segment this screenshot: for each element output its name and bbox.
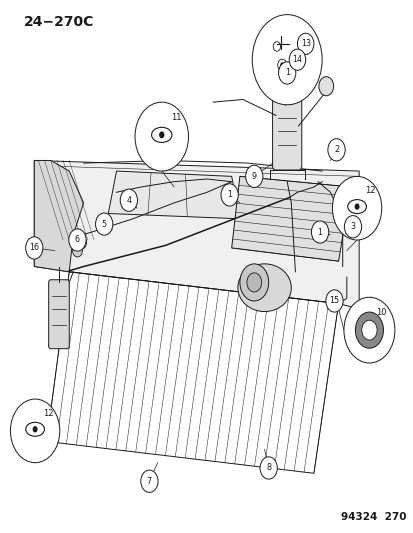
Polygon shape — [34, 160, 358, 309]
Text: 24−270C: 24−270C — [24, 14, 94, 29]
Circle shape — [354, 312, 382, 348]
Text: 4: 4 — [126, 196, 131, 205]
Circle shape — [95, 213, 113, 235]
Circle shape — [10, 399, 59, 463]
Circle shape — [354, 204, 359, 210]
Polygon shape — [108, 171, 239, 219]
Text: 6: 6 — [75, 236, 80, 245]
Text: 7: 7 — [147, 477, 152, 486]
Text: 9: 9 — [251, 172, 256, 181]
Circle shape — [33, 426, 38, 432]
Text: 12: 12 — [43, 409, 54, 418]
Circle shape — [332, 176, 381, 240]
Circle shape — [318, 77, 333, 96]
Text: 16: 16 — [29, 244, 39, 253]
Text: 11: 11 — [171, 113, 181, 122]
Circle shape — [259, 457, 277, 479]
Circle shape — [120, 189, 137, 212]
Circle shape — [327, 139, 344, 161]
Text: 1: 1 — [284, 68, 289, 77]
Ellipse shape — [237, 264, 291, 312]
Text: 94324  270: 94324 270 — [340, 512, 406, 522]
Circle shape — [343, 297, 394, 363]
Text: 13: 13 — [300, 39, 310, 49]
Circle shape — [289, 49, 305, 70]
Text: 5: 5 — [101, 220, 107, 229]
Circle shape — [221, 184, 237, 206]
FancyBboxPatch shape — [49, 280, 69, 349]
Circle shape — [278, 62, 295, 84]
FancyBboxPatch shape — [272, 93, 301, 170]
Circle shape — [76, 236, 86, 249]
Circle shape — [135, 102, 188, 171]
Text: 1: 1 — [227, 190, 232, 199]
Circle shape — [26, 237, 43, 259]
Circle shape — [72, 244, 82, 257]
Circle shape — [246, 273, 261, 292]
Text: 10: 10 — [375, 308, 385, 317]
Circle shape — [140, 470, 158, 492]
Circle shape — [297, 33, 313, 54]
Circle shape — [311, 221, 328, 243]
Circle shape — [69, 229, 86, 251]
Text: 2: 2 — [333, 146, 338, 155]
Text: 8: 8 — [266, 464, 271, 472]
Polygon shape — [34, 160, 83, 272]
Text: 15: 15 — [329, 296, 339, 305]
Text: 3: 3 — [350, 222, 355, 231]
Text: 14: 14 — [292, 55, 302, 64]
Circle shape — [280, 62, 284, 68]
Text: 12: 12 — [365, 186, 375, 195]
Circle shape — [245, 165, 262, 188]
Circle shape — [325, 290, 342, 312]
Text: 1: 1 — [317, 228, 322, 237]
Circle shape — [239, 264, 268, 301]
Circle shape — [252, 14, 321, 105]
Circle shape — [344, 216, 361, 238]
Circle shape — [159, 132, 164, 139]
Circle shape — [361, 320, 376, 340]
Polygon shape — [231, 176, 350, 261]
